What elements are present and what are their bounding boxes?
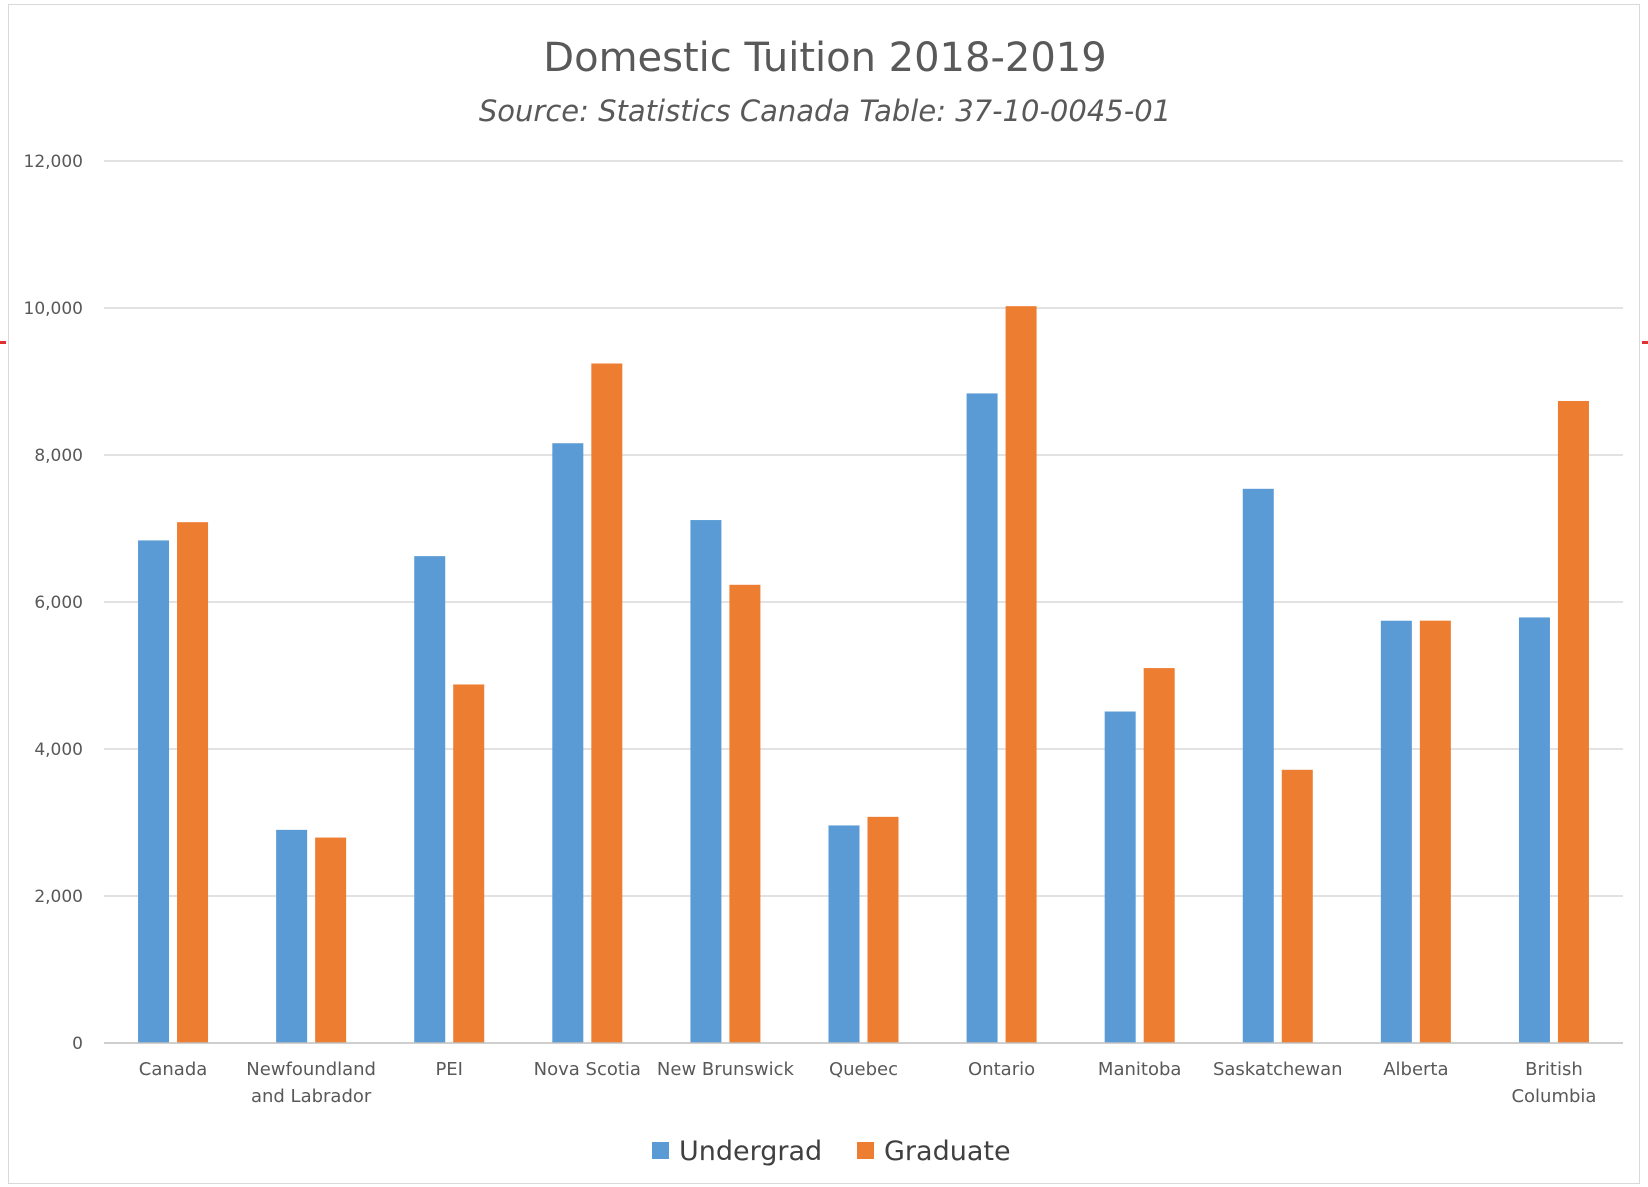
x-tick-label: Canada	[139, 1059, 208, 1080]
x-tick-label-line: and Labrador	[251, 1086, 372, 1107]
legend-label-undergrad: Undergrad	[679, 1136, 822, 1167]
x-tick-label-line: Alberta	[1383, 1059, 1448, 1080]
bar-undergrad	[276, 829, 308, 1043]
bar-undergrad	[828, 825, 860, 1043]
x-tick-label: Manitoba	[1098, 1059, 1182, 1080]
y-tick-label: 4,000	[34, 740, 83, 760]
x-tick-label-line: Columbia	[1511, 1086, 1596, 1107]
x-tick-label: Ontario	[968, 1059, 1035, 1080]
bar-graduate	[729, 584, 761, 1043]
x-tick-label-line: Ontario	[968, 1059, 1035, 1080]
bar-undergrad	[138, 540, 170, 1043]
y-axis-ticks: 0 2,000 4,000 6,000 8,000 10,000 12,000	[24, 152, 83, 1054]
bars	[138, 306, 1589, 1044]
legend-label-graduate: Graduate	[884, 1136, 1011, 1167]
bar-undergrad	[1380, 620, 1412, 1043]
bar-undergrad	[690, 520, 722, 1043]
bar-graduate	[1005, 306, 1037, 1044]
bar-graduate	[1557, 400, 1589, 1043]
edge-mark-left	[0, 341, 6, 344]
bar-undergrad	[1242, 488, 1274, 1043]
x-tick-label: Alberta	[1383, 1059, 1448, 1080]
x-tick-label: New Brunswick	[657, 1059, 795, 1080]
x-tick-label-line: Manitoba	[1098, 1059, 1182, 1080]
x-tick-label-line: New Brunswick	[657, 1059, 795, 1080]
bar-graduate	[1281, 769, 1313, 1043]
gridlines	[104, 160, 1623, 897]
bar-graduate	[177, 522, 209, 1043]
edge-mark-right	[1642, 341, 1648, 344]
bar-graduate	[867, 816, 899, 1043]
bar-graduate	[1419, 620, 1451, 1043]
x-tick-label-line: Quebec	[829, 1059, 898, 1080]
bar-undergrad	[1104, 711, 1136, 1043]
chart-subtitle: Source: Statistics Canada Table: 37-10-0…	[479, 94, 1171, 128]
y-tick-label: 12,000	[24, 152, 83, 172]
x-tick-label-line: British	[1525, 1059, 1583, 1080]
x-tick-label: PEI	[435, 1059, 463, 1080]
chart-frame: Domestic Tuition 2018-2019 Source: Stati…	[8, 4, 1640, 1184]
legend: Undergrad Graduate	[652, 1136, 1011, 1167]
y-tick-label: 6,000	[34, 593, 83, 613]
legend-swatch-graduate	[857, 1142, 874, 1159]
bar-chart: Domestic Tuition 2018-2019 Source: Stati…	[24, 35, 1623, 1167]
y-tick-label: 10,000	[24, 299, 83, 319]
x-tick-label: Saskatchewan	[1213, 1059, 1343, 1080]
x-tick-label: Nova Scotia	[534, 1059, 641, 1080]
bar-undergrad	[966, 393, 998, 1044]
y-tick-label: 8,000	[34, 446, 83, 466]
bar-undergrad	[1518, 617, 1550, 1043]
x-axis-categories: Canada Newfoundland and Labrador PEI Nova Sc…	[139, 1059, 1597, 1107]
x-tick-label-line: Canada	[139, 1059, 208, 1080]
chart-title: Domestic Tuition 2018-2019	[543, 35, 1106, 81]
legend-swatch-undergrad	[652, 1142, 669, 1159]
bar-graduate	[315, 837, 347, 1043]
bar-graduate	[1143, 668, 1175, 1043]
x-tick-label-line: Newfoundland	[246, 1059, 376, 1080]
x-tick-label: Quebec	[829, 1059, 898, 1080]
y-tick-label: 2,000	[34, 887, 83, 907]
bar-graduate	[591, 363, 623, 1043]
y-tick-label: 0	[72, 1034, 83, 1054]
x-tick-label-line: Saskatchewan	[1213, 1059, 1343, 1080]
bar-undergrad	[414, 556, 446, 1043]
x-tick-label: British Columbia	[1511, 1059, 1596, 1107]
bar-undergrad	[552, 443, 584, 1043]
x-tick-label: Newfoundland and Labrador	[246, 1059, 376, 1107]
x-tick-label-line: PEI	[435, 1059, 463, 1080]
bar-graduate	[453, 684, 485, 1043]
x-tick-label-line: Nova Scotia	[534, 1059, 641, 1080]
